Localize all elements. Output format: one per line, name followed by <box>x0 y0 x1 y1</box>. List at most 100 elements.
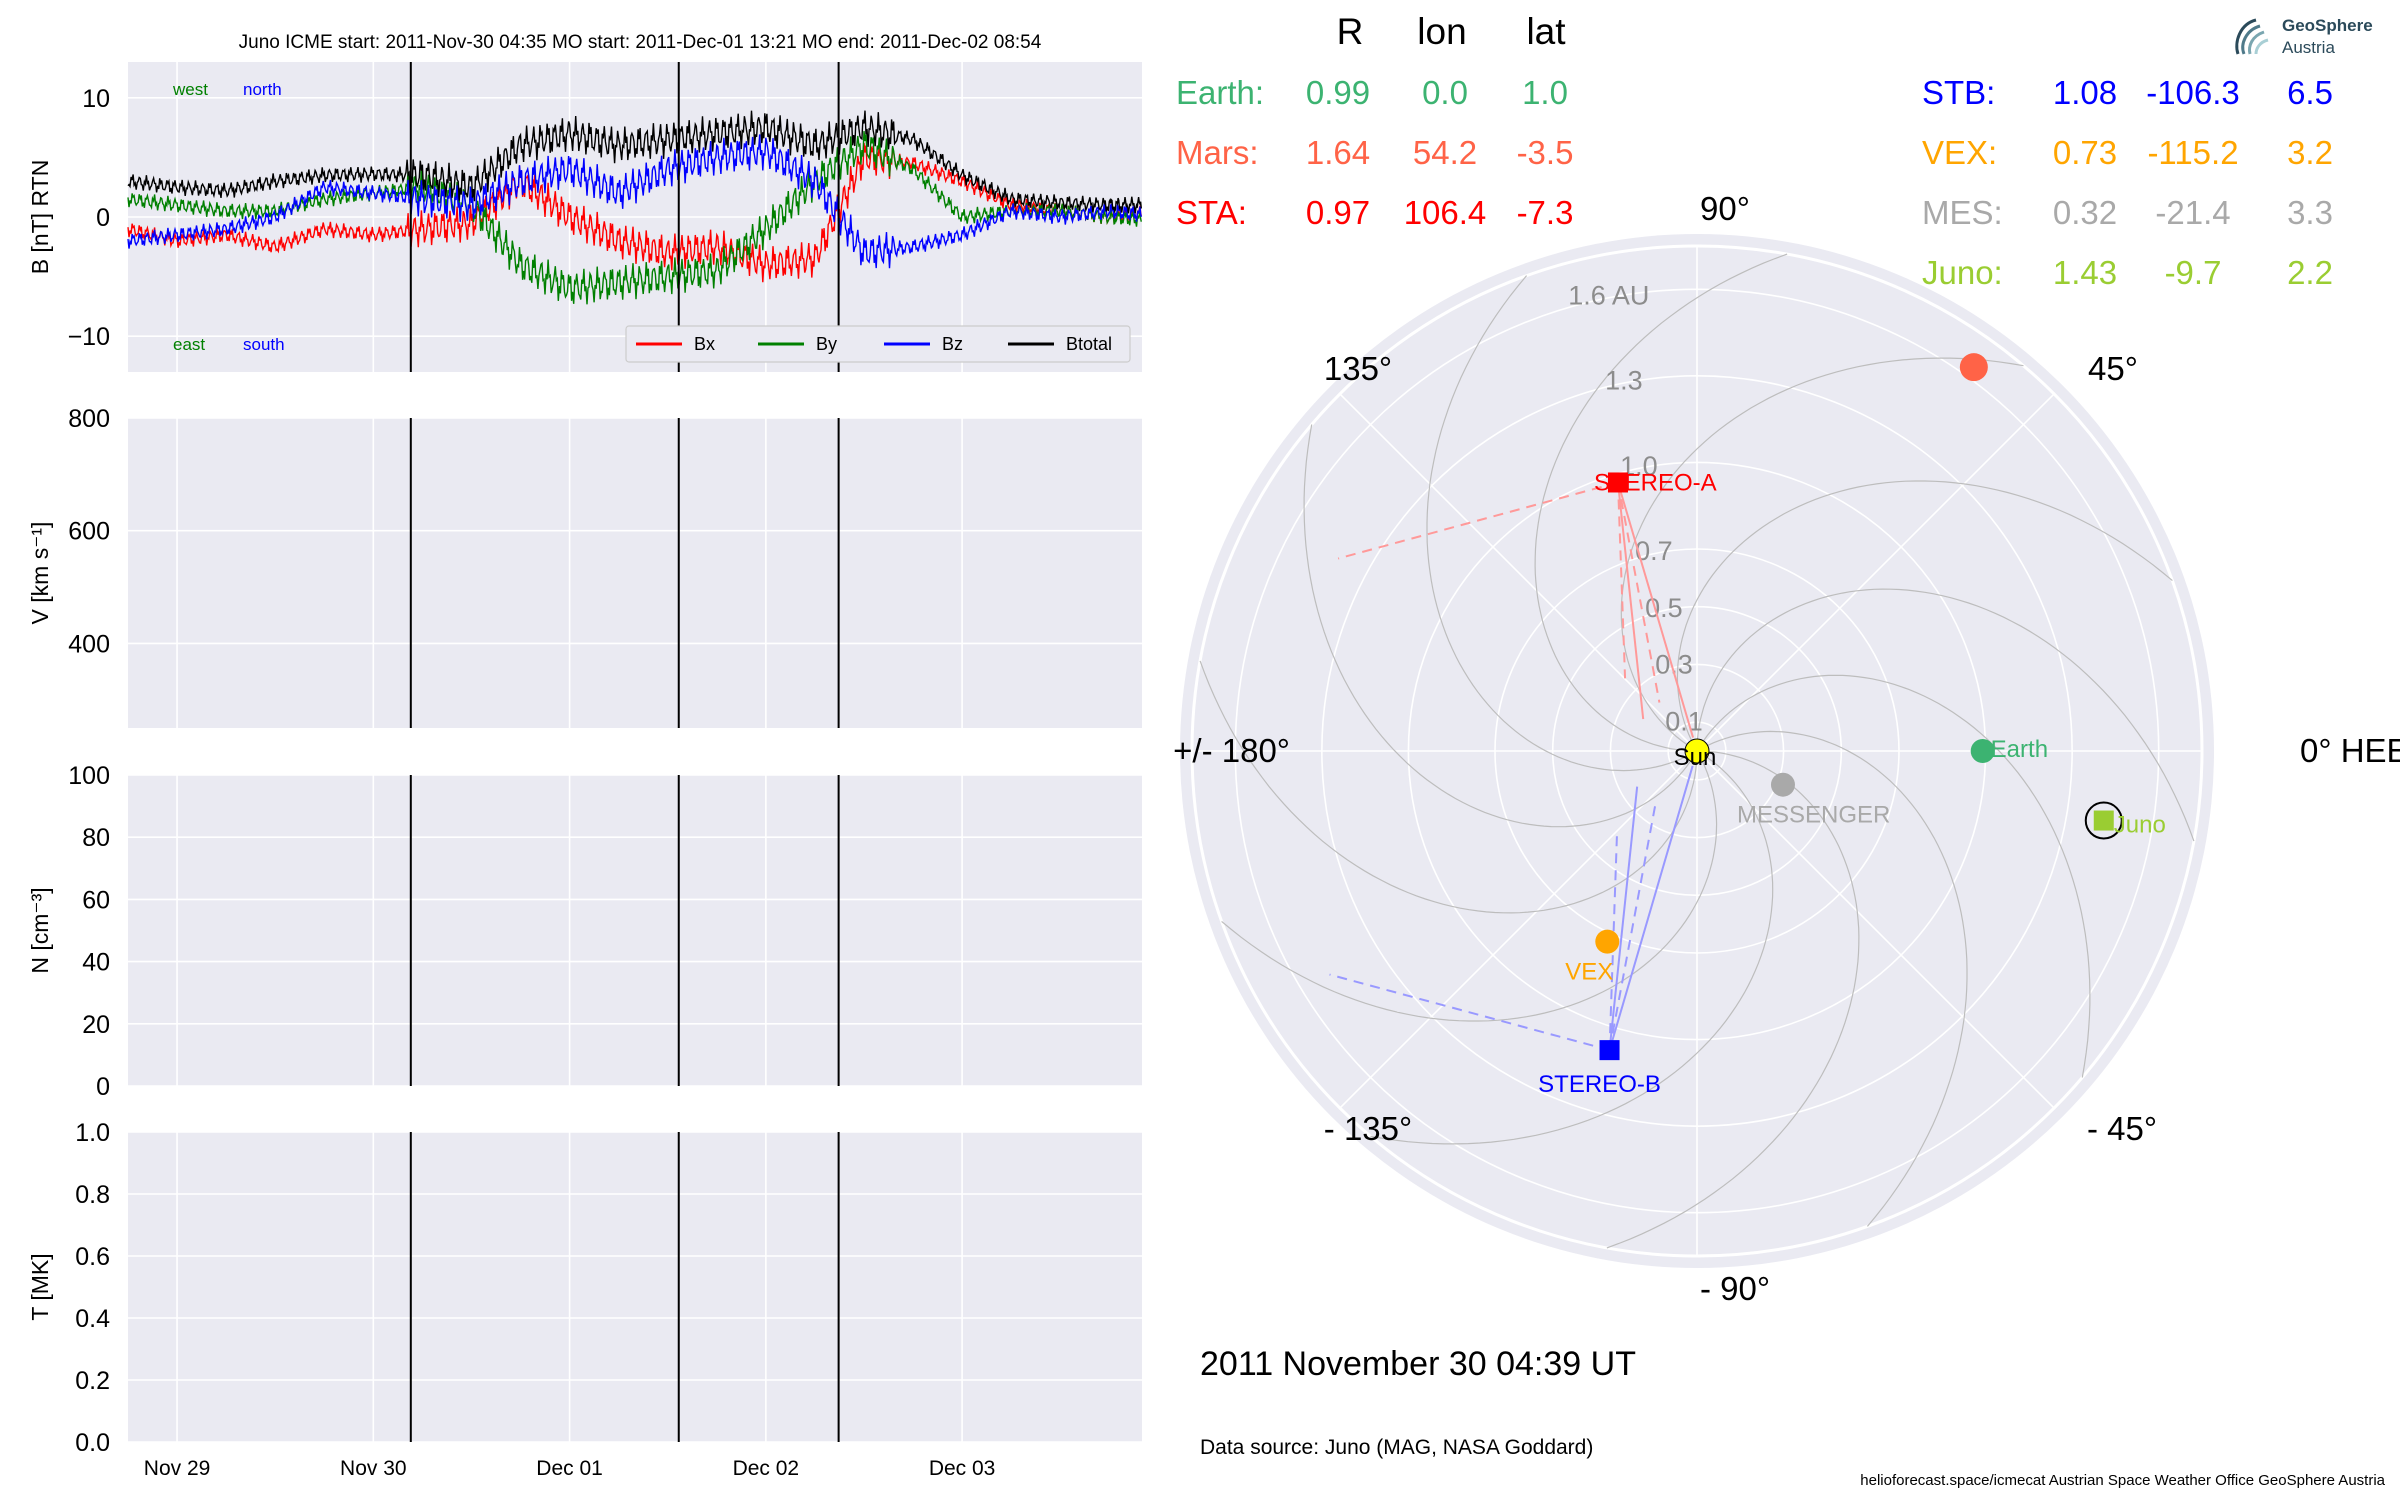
x-tick-label: Nov 29 <box>144 1457 211 1480</box>
polar-position-plot: 0.10.30.50.71.01.31.6 AU0° HEEQ45°90°135… <box>1173 190 2400 1307</box>
angle-label: - 135° <box>1324 1110 1412 1147</box>
annotation-north: north <box>243 80 282 99</box>
body-marker-juno <box>2093 810 2114 831</box>
table-lon-mars: 54.2 <box>1413 134 1477 171</box>
y-tick-label: 1.0 <box>75 1119 110 1147</box>
panel-temperature: 0.0 0.2 0.4 0.6 0.8 1.0 T [MK] Nov 29 Nov 30 Dec … <box>27 1119 1142 1480</box>
body-label-vex: VEX <box>1565 959 1613 986</box>
body-label-stb: STEREO-B <box>1538 1071 1661 1098</box>
logo-line2: Austria <box>2282 38 2335 57</box>
legend-box <box>625 325 1131 363</box>
parker-spiral <box>1221 750 1718 1022</box>
table-header: R <box>1337 11 1364 52</box>
y-tick-label: 40 <box>82 949 110 977</box>
logo-line1: GeoSphere <box>2282 16 2373 35</box>
fov-line <box>1608 765 1694 1051</box>
parker-spiral <box>1534 253 1788 752</box>
x-tick-label: Dec 01 <box>536 1457 603 1480</box>
table-r-mars: 1.64 <box>1306 134 1370 171</box>
table-lon-mes: -21.4 <box>2155 194 2230 231</box>
table-label-vex: VEX: <box>1922 134 1997 171</box>
geosphere-logo[interactable]: GeoSphere Austria <box>2230 10 2380 70</box>
body-label-sun: Sun <box>1674 744 1717 771</box>
geosphere-logo-icon <box>2235 18 2269 55</box>
y-axis-label: N [cm⁻³] <box>27 887 53 973</box>
legend-label-bz: Bz <box>942 334 963 354</box>
data-source-label: Data source: Juno (MAG, NASA Goddard) <box>1200 1436 1593 1459</box>
body-label-sta: STEREO-A <box>1594 469 1717 496</box>
table-header: lat <box>1526 11 1566 52</box>
date-label: 2011 November 30 04:39 UT <box>1200 1345 1636 1383</box>
table-r-sta: 0.97 <box>1306 194 1370 231</box>
table-r-vex: 0.73 <box>2053 134 2117 171</box>
panel-background <box>128 775 1142 1086</box>
table-lat-sta: -7.3 <box>1517 194 1574 231</box>
parker-spiral <box>1696 588 2195 842</box>
fov-line-outward <box>1329 973 1610 1052</box>
table-lat-mars: -3.5 <box>1517 134 1574 171</box>
body-label-juno: Juno <box>2114 812 2166 839</box>
table-label-juno: Juno: <box>1922 254 2003 291</box>
legend: Bx By Bz Btotal <box>625 325 1131 363</box>
table-lon-stb: -106.3 <box>2146 74 2240 111</box>
body-marker-stb <box>1599 1040 1620 1061</box>
y-tick-label: 0 <box>96 1073 110 1101</box>
table-r-mes: 0.32 <box>2053 194 2117 231</box>
body-marker-earth <box>1970 739 1995 763</box>
fov-line <box>1617 482 1695 738</box>
angle-label: - 45° <box>2087 1110 2157 1147</box>
y-axis-label: B [nT] RTN <box>27 160 53 275</box>
y-tick-label: 0.2 <box>75 1367 110 1395</box>
y-tick-label: 100 <box>68 762 110 790</box>
table-lat-vex: 3.2 <box>2287 134 2333 171</box>
series-line-btotal <box>127 110 1142 214</box>
table-lon-sta: 106.4 <box>1404 194 1487 231</box>
table-r-earth: 0.99 <box>1306 74 1370 111</box>
table-header: lon <box>1417 11 1466 52</box>
panel-density: 0 20 40 60 80 100 N [cm⁻³] <box>27 762 1142 1101</box>
annotation-south: south <box>243 335 285 354</box>
body-marker-vex <box>1595 929 1620 954</box>
table-label-mars: Mars: <box>1176 134 1259 171</box>
panel-background <box>128 418 1142 728</box>
panel-magnetic-field: −10 0 10 B [nT] RTN west north east south Bx By Bz… <box>27 62 1142 372</box>
angle-label: - 90° <box>1700 1270 1770 1307</box>
series-line-by <box>127 131 1142 305</box>
y-tick-label: 0.6 <box>75 1243 110 1271</box>
table-lat-stb: 6.5 <box>2287 74 2333 111</box>
table-lat-mes: 3.3 <box>2287 194 2333 231</box>
y-tick-label: 0.4 <box>75 1305 110 1333</box>
fov-line <box>1608 786 1639 1051</box>
parker-spiral <box>1676 480 2173 752</box>
y-tick-label: 0 <box>96 204 110 232</box>
body-label-earth: Earth <box>1991 736 2048 763</box>
y-tick-label: 800 <box>68 405 110 433</box>
body-label-mes: MESSENGER <box>1737 802 1890 829</box>
table-r-juno: 1.43 <box>2053 254 2117 291</box>
angle-spoke <box>1339 393 1698 752</box>
angle-spoke <box>1696 393 2055 752</box>
table-lon-vex: -115.2 <box>2147 134 2238 171</box>
y-tick-label: 10 <box>82 85 110 113</box>
y-tick-label: −10 <box>68 323 110 351</box>
radial-tick-label: 1.6 AU <box>1568 280 1649 310</box>
parker-spiral <box>1696 674 2091 1078</box>
radial-tick-label: 1.3 <box>1605 366 1643 396</box>
angle-label: 0° HEEQ <box>2300 732 2400 769</box>
angle-label: 135° <box>1324 350 1392 387</box>
radial-tick-label: 0.1 <box>1665 707 1703 737</box>
y-axis-label: T [MK] <box>27 1253 53 1320</box>
x-tick-label: Dec 03 <box>929 1457 996 1480</box>
table-lat-juno: 2.2 <box>2287 254 2333 291</box>
y-tick-label: 0.8 <box>75 1181 110 1209</box>
x-tick-label: Nov 30 <box>340 1457 407 1480</box>
y-tick-label: 400 <box>68 630 110 658</box>
body-marker-mars <box>1959 353 1988 382</box>
annotation-west: west <box>172 80 208 99</box>
fov-line <box>1608 804 1657 1051</box>
body-marker-sun <box>1684 738 1710 764</box>
angle-label: +/- 180° <box>1173 732 1290 769</box>
y-tick-label: 60 <box>82 886 110 914</box>
